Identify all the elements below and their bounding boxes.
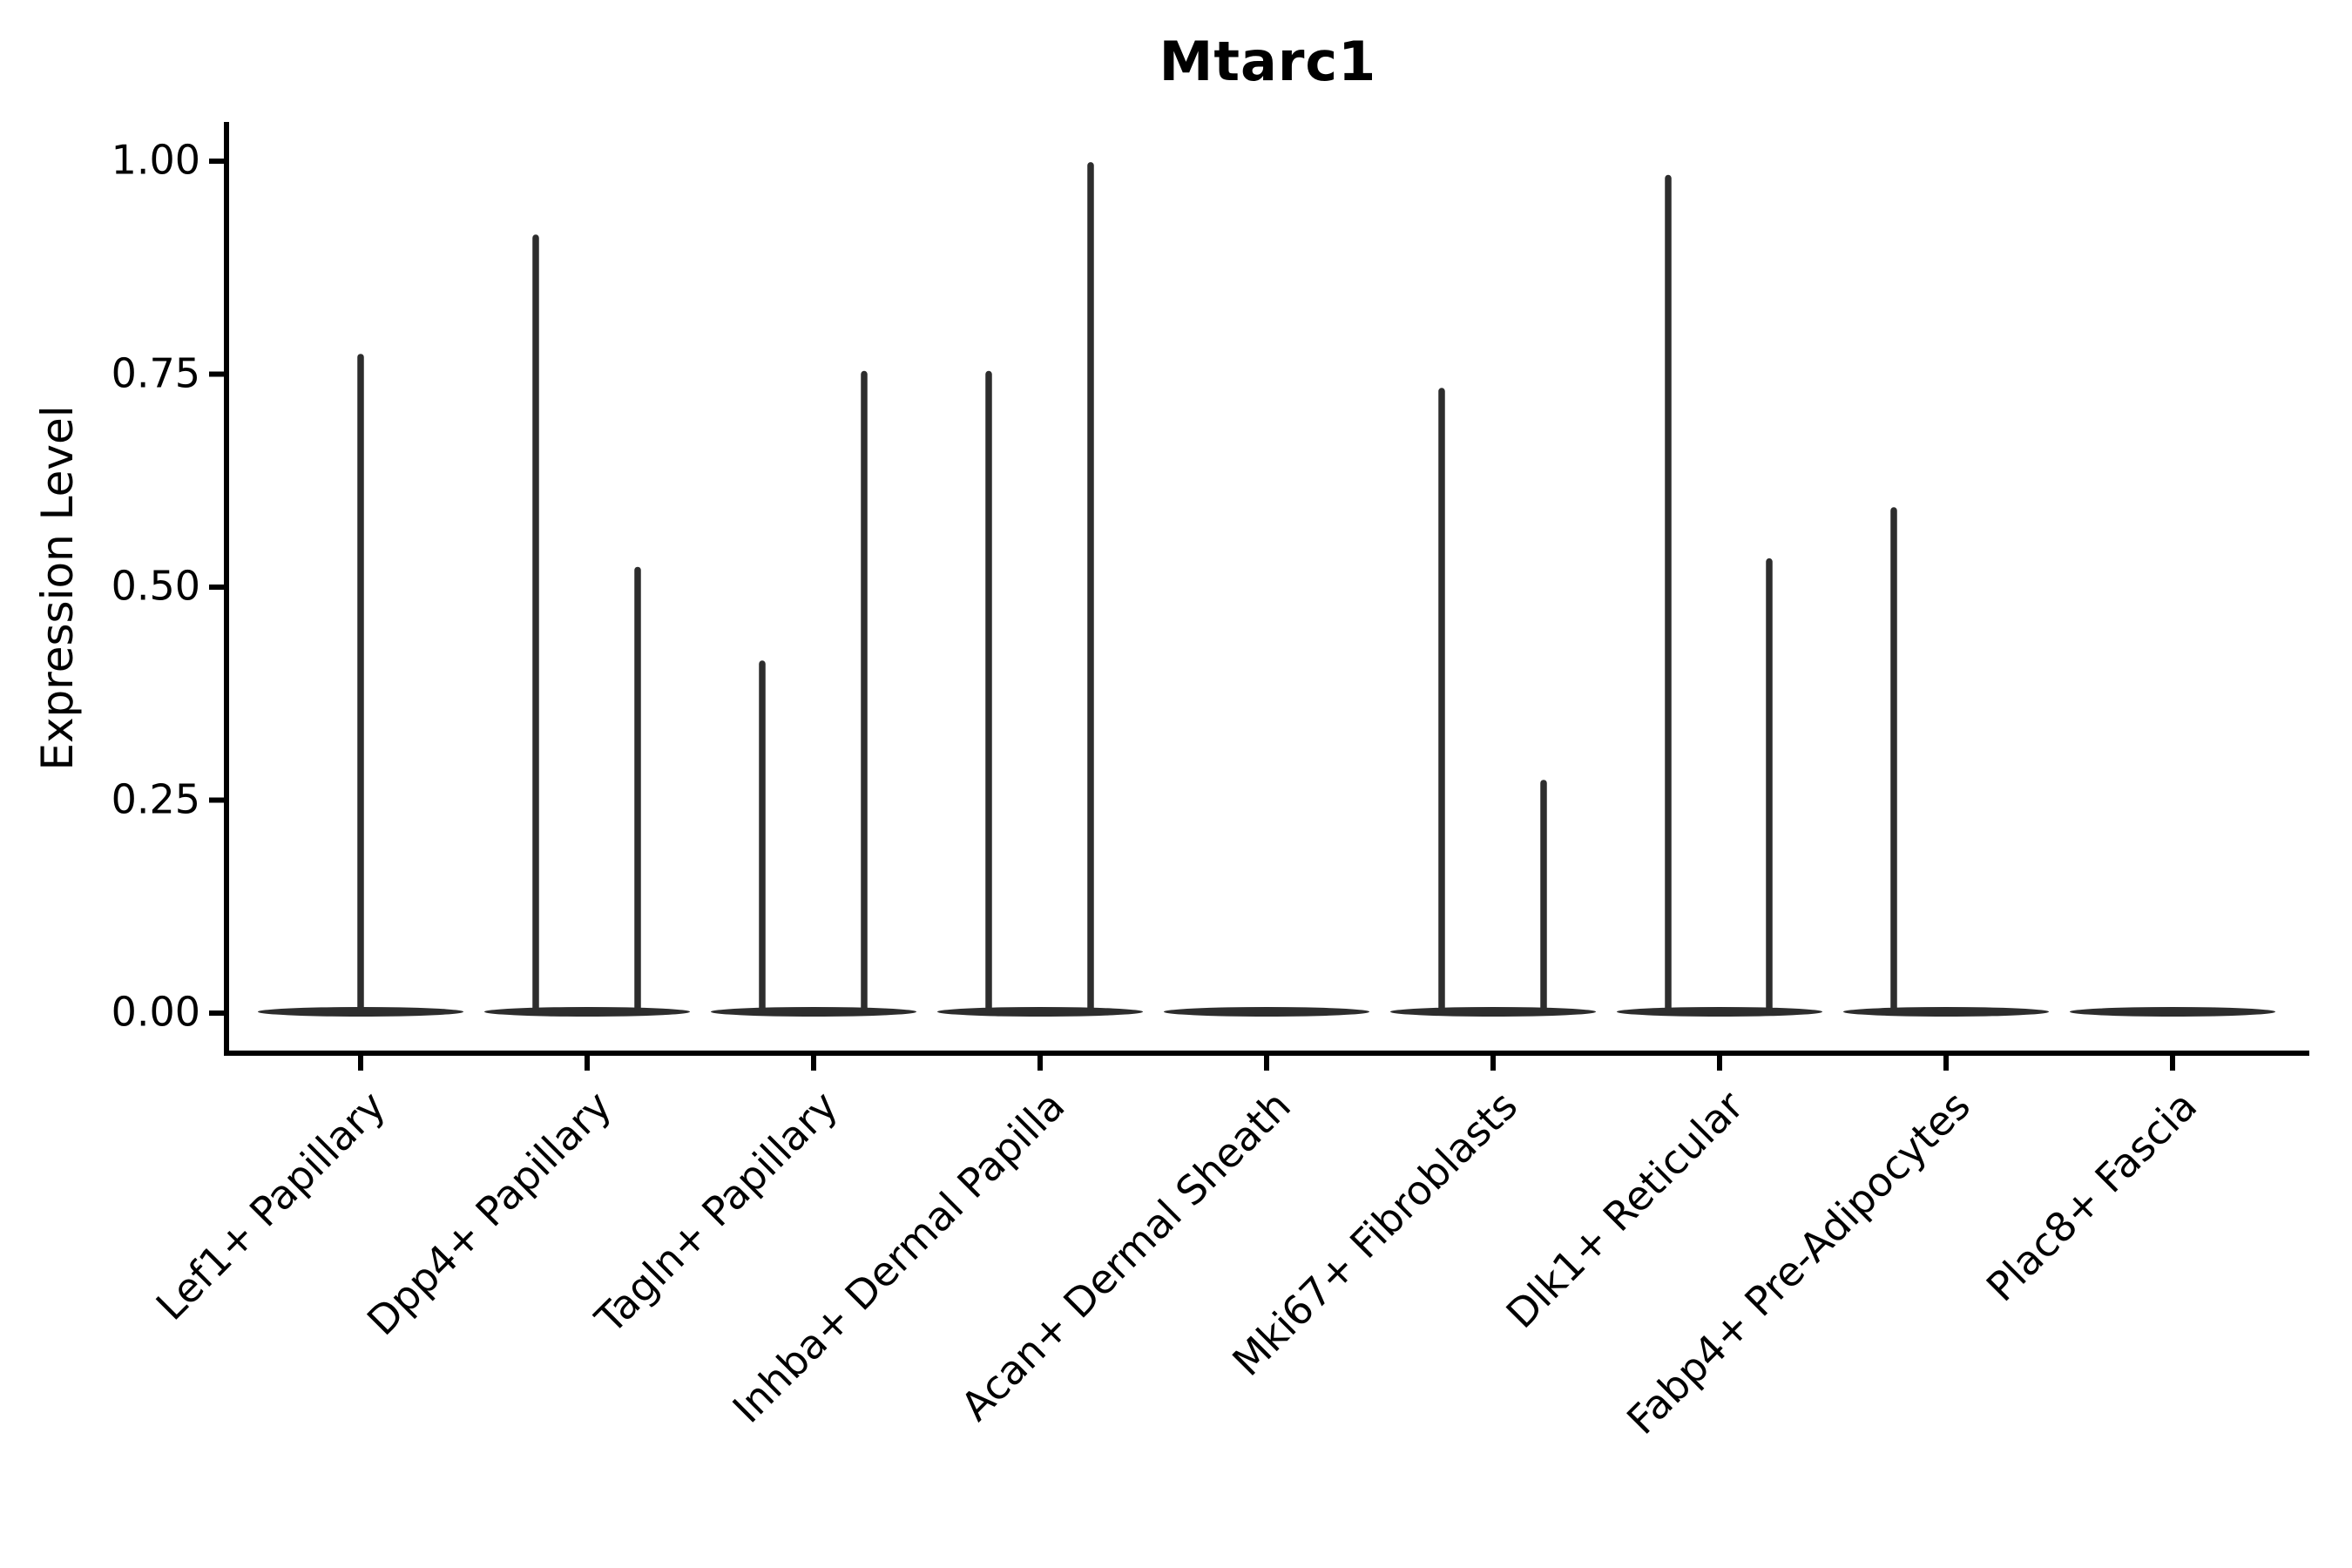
violin-zero-lens xyxy=(2070,1007,2275,1017)
violin-zero-lens xyxy=(711,1007,916,1017)
chart-title: Mtarc1 xyxy=(1159,30,1377,93)
violin-zero-lens xyxy=(1390,1007,1596,1017)
y-tick-label: 0.25 xyxy=(111,774,200,822)
y-tick-label: 0.50 xyxy=(111,562,200,610)
y-tick-label: 0.00 xyxy=(111,988,200,1036)
violin-zero-lens xyxy=(1617,1007,1822,1017)
violin-zero-lens xyxy=(1164,1007,1369,1017)
violin-zero-lens xyxy=(937,1007,1143,1017)
y-tick-label: 1.00 xyxy=(111,136,200,184)
y-tick-label: 0.75 xyxy=(111,348,200,396)
violin-zero-lens xyxy=(1843,1007,2049,1017)
violin-zero-lens xyxy=(484,1007,690,1017)
